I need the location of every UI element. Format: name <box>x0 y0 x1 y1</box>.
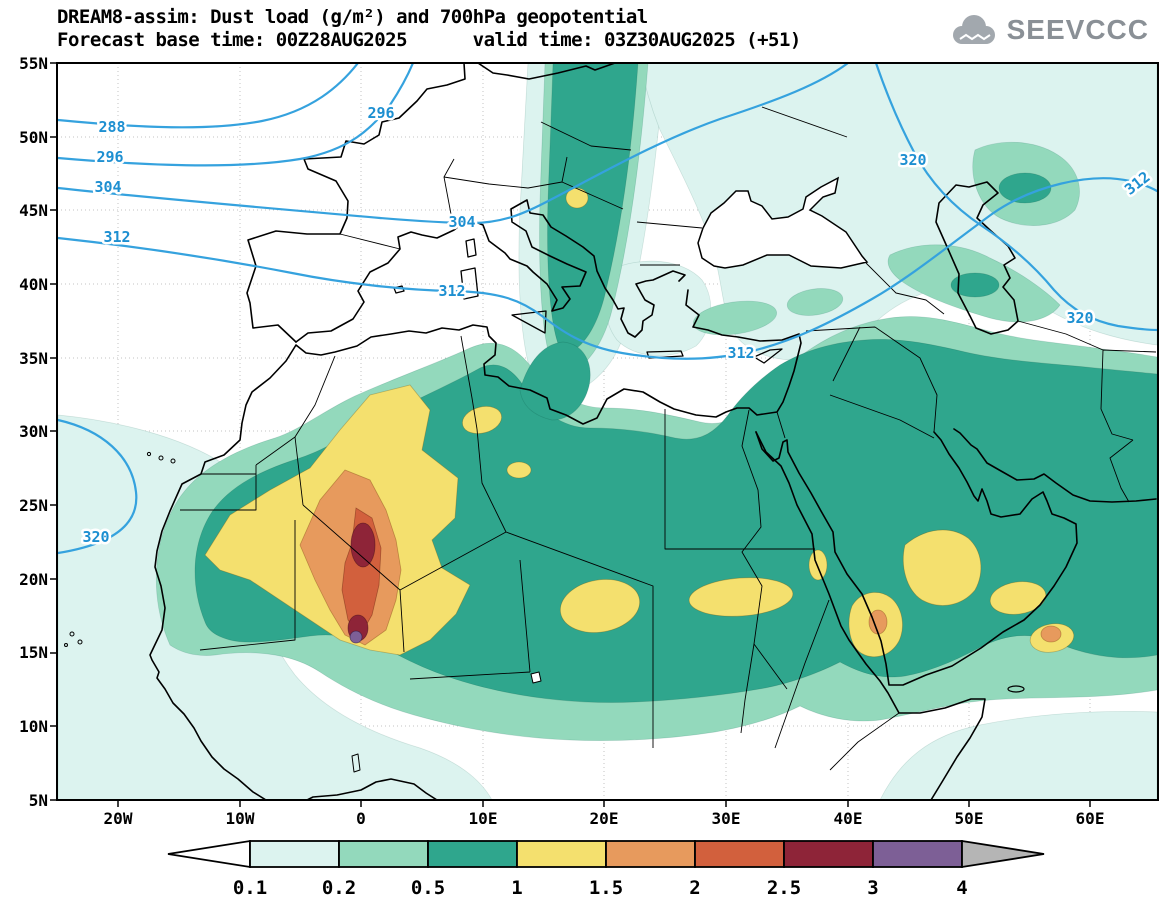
figure-subtitle: Forecast base time: 00Z28AUG2025 valid t… <box>57 29 801 51</box>
coast-iran-gulf <box>953 428 1157 503</box>
lat-tick-label: 25N <box>19 496 48 515</box>
lon-tick-label: 30E <box>712 809 741 828</box>
contour-label: 320 <box>82 528 109 546</box>
contour-304 <box>57 63 850 225</box>
geopotential-contours <box>57 63 1158 555</box>
lat-tick-label: 30N <box>19 422 48 441</box>
cloud-icon <box>952 15 995 44</box>
lat-tick-label: 55N <box>19 54 48 73</box>
colorbar-arrow-left <box>167 839 251 869</box>
colorbar-tick-label: 2.5 <box>767 877 801 899</box>
contour-312 <box>57 177 1158 360</box>
islands <box>393 238 783 364</box>
colorbar-segment <box>338 840 429 868</box>
contour-label: 304 <box>94 178 121 196</box>
colorbar-segment <box>427 840 518 868</box>
contour-label: 320 <box>1066 309 1093 327</box>
contour-label: 312 <box>103 228 130 246</box>
lat-tick-label: 10N <box>19 717 48 736</box>
lat-tick-label: 15N <box>19 643 48 662</box>
colorbar-tick-label: 0.5 <box>411 877 445 899</box>
dust-fill-level-3 <box>349 630 363 644</box>
black-sea <box>697 176 869 269</box>
lat-tick-label: 20N <box>19 570 48 589</box>
coast-arabia <box>755 431 1078 686</box>
colorbar-segment <box>249 840 340 868</box>
colorbar-tick-label: 0.2 <box>322 877 356 899</box>
coastlines <box>64 63 1157 800</box>
axis-ticks <box>50 62 1091 807</box>
colorbar-tick-label: 2 <box>689 877 700 899</box>
contour-label: 304 <box>448 213 475 231</box>
coast-baltic <box>477 63 616 80</box>
contour-label: 312 <box>438 282 465 300</box>
lat-tick-label: 40N <box>19 275 48 294</box>
lat-tick-label: 45N <box>19 201 48 220</box>
contour-296 <box>57 63 415 167</box>
lon-tick-label: 20W <box>104 809 133 828</box>
lat-tick-label: 5N <box>29 791 48 810</box>
lat-tick-label: 50N <box>19 128 48 147</box>
colorbar: 0.1 0.2 0.5 1 1.5 2 2.5 3 4 <box>167 839 1045 899</box>
colorbar-segment <box>516 840 607 868</box>
colorbar-segment <box>605 840 696 868</box>
island-dots <box>64 451 176 647</box>
colorbar-segment <box>783 840 874 868</box>
contour-288 <box>57 63 360 129</box>
coast-red-sea-africa <box>755 431 986 800</box>
colorbar-tick-label: 1.5 <box>589 877 623 899</box>
colorbar-tick-label: 4 <box>956 877 967 899</box>
contour-label: 288 <box>98 118 125 136</box>
contour-320-west <box>57 418 138 555</box>
seevccc-logo: SEEVCCC <box>946 12 1149 48</box>
logo-text: SEEVCCC <box>1006 14 1149 45</box>
lake-volta <box>351 753 361 773</box>
coast-caspian <box>935 181 1019 335</box>
lon-tick-label: 40E <box>834 809 863 828</box>
lon-tick-label: 0 <box>356 809 366 828</box>
coast-turkey-africa <box>149 289 802 800</box>
nile-river <box>740 409 788 734</box>
island-socotra <box>1007 685 1025 693</box>
lake-chad <box>530 671 542 684</box>
lon-tick-label: 20E <box>590 809 619 828</box>
lon-tick-label: 10E <box>469 809 498 828</box>
figure-title: DREAM8-assim: Dust load (g/m²) and 700hP… <box>57 6 648 28</box>
colorbar-arrow-right <box>961 839 1045 869</box>
contour-label: 312 <box>727 344 754 362</box>
lon-tick-label: 10W <box>226 809 255 828</box>
lon-tick-label: 60E <box>1076 809 1105 828</box>
contour-label: 320 <box>899 151 926 169</box>
coast-mediterranean-north <box>295 199 686 343</box>
contour-label: 296 <box>367 104 394 122</box>
lon-axis: 20W 10W 0 10E 20E 30E 40E 50E 60E <box>104 809 1105 828</box>
colorbar-segment <box>872 840 963 868</box>
lat-axis: 55N 50N 45N 40N 35N 30N 25N 20N 15N 10N … <box>19 54 48 810</box>
dust-fill-level-2p5 <box>347 522 376 642</box>
lon-tick-label: 50E <box>955 809 984 828</box>
contour-320-east <box>874 63 1158 332</box>
colorbar-tick-label: 1 <box>511 877 522 899</box>
coast-atlantic-europe <box>246 63 466 343</box>
lat-tick-label: 35N <box>19 349 48 368</box>
coast-gulf-of-guinea <box>306 778 438 800</box>
colorbar-tick-label: 3 <box>867 877 878 899</box>
contour-label: 296 <box>96 148 123 166</box>
colorbar-segment <box>694 840 785 868</box>
colorbar-tick-label: 0.1 <box>233 877 267 899</box>
country-borders <box>180 106 1157 771</box>
